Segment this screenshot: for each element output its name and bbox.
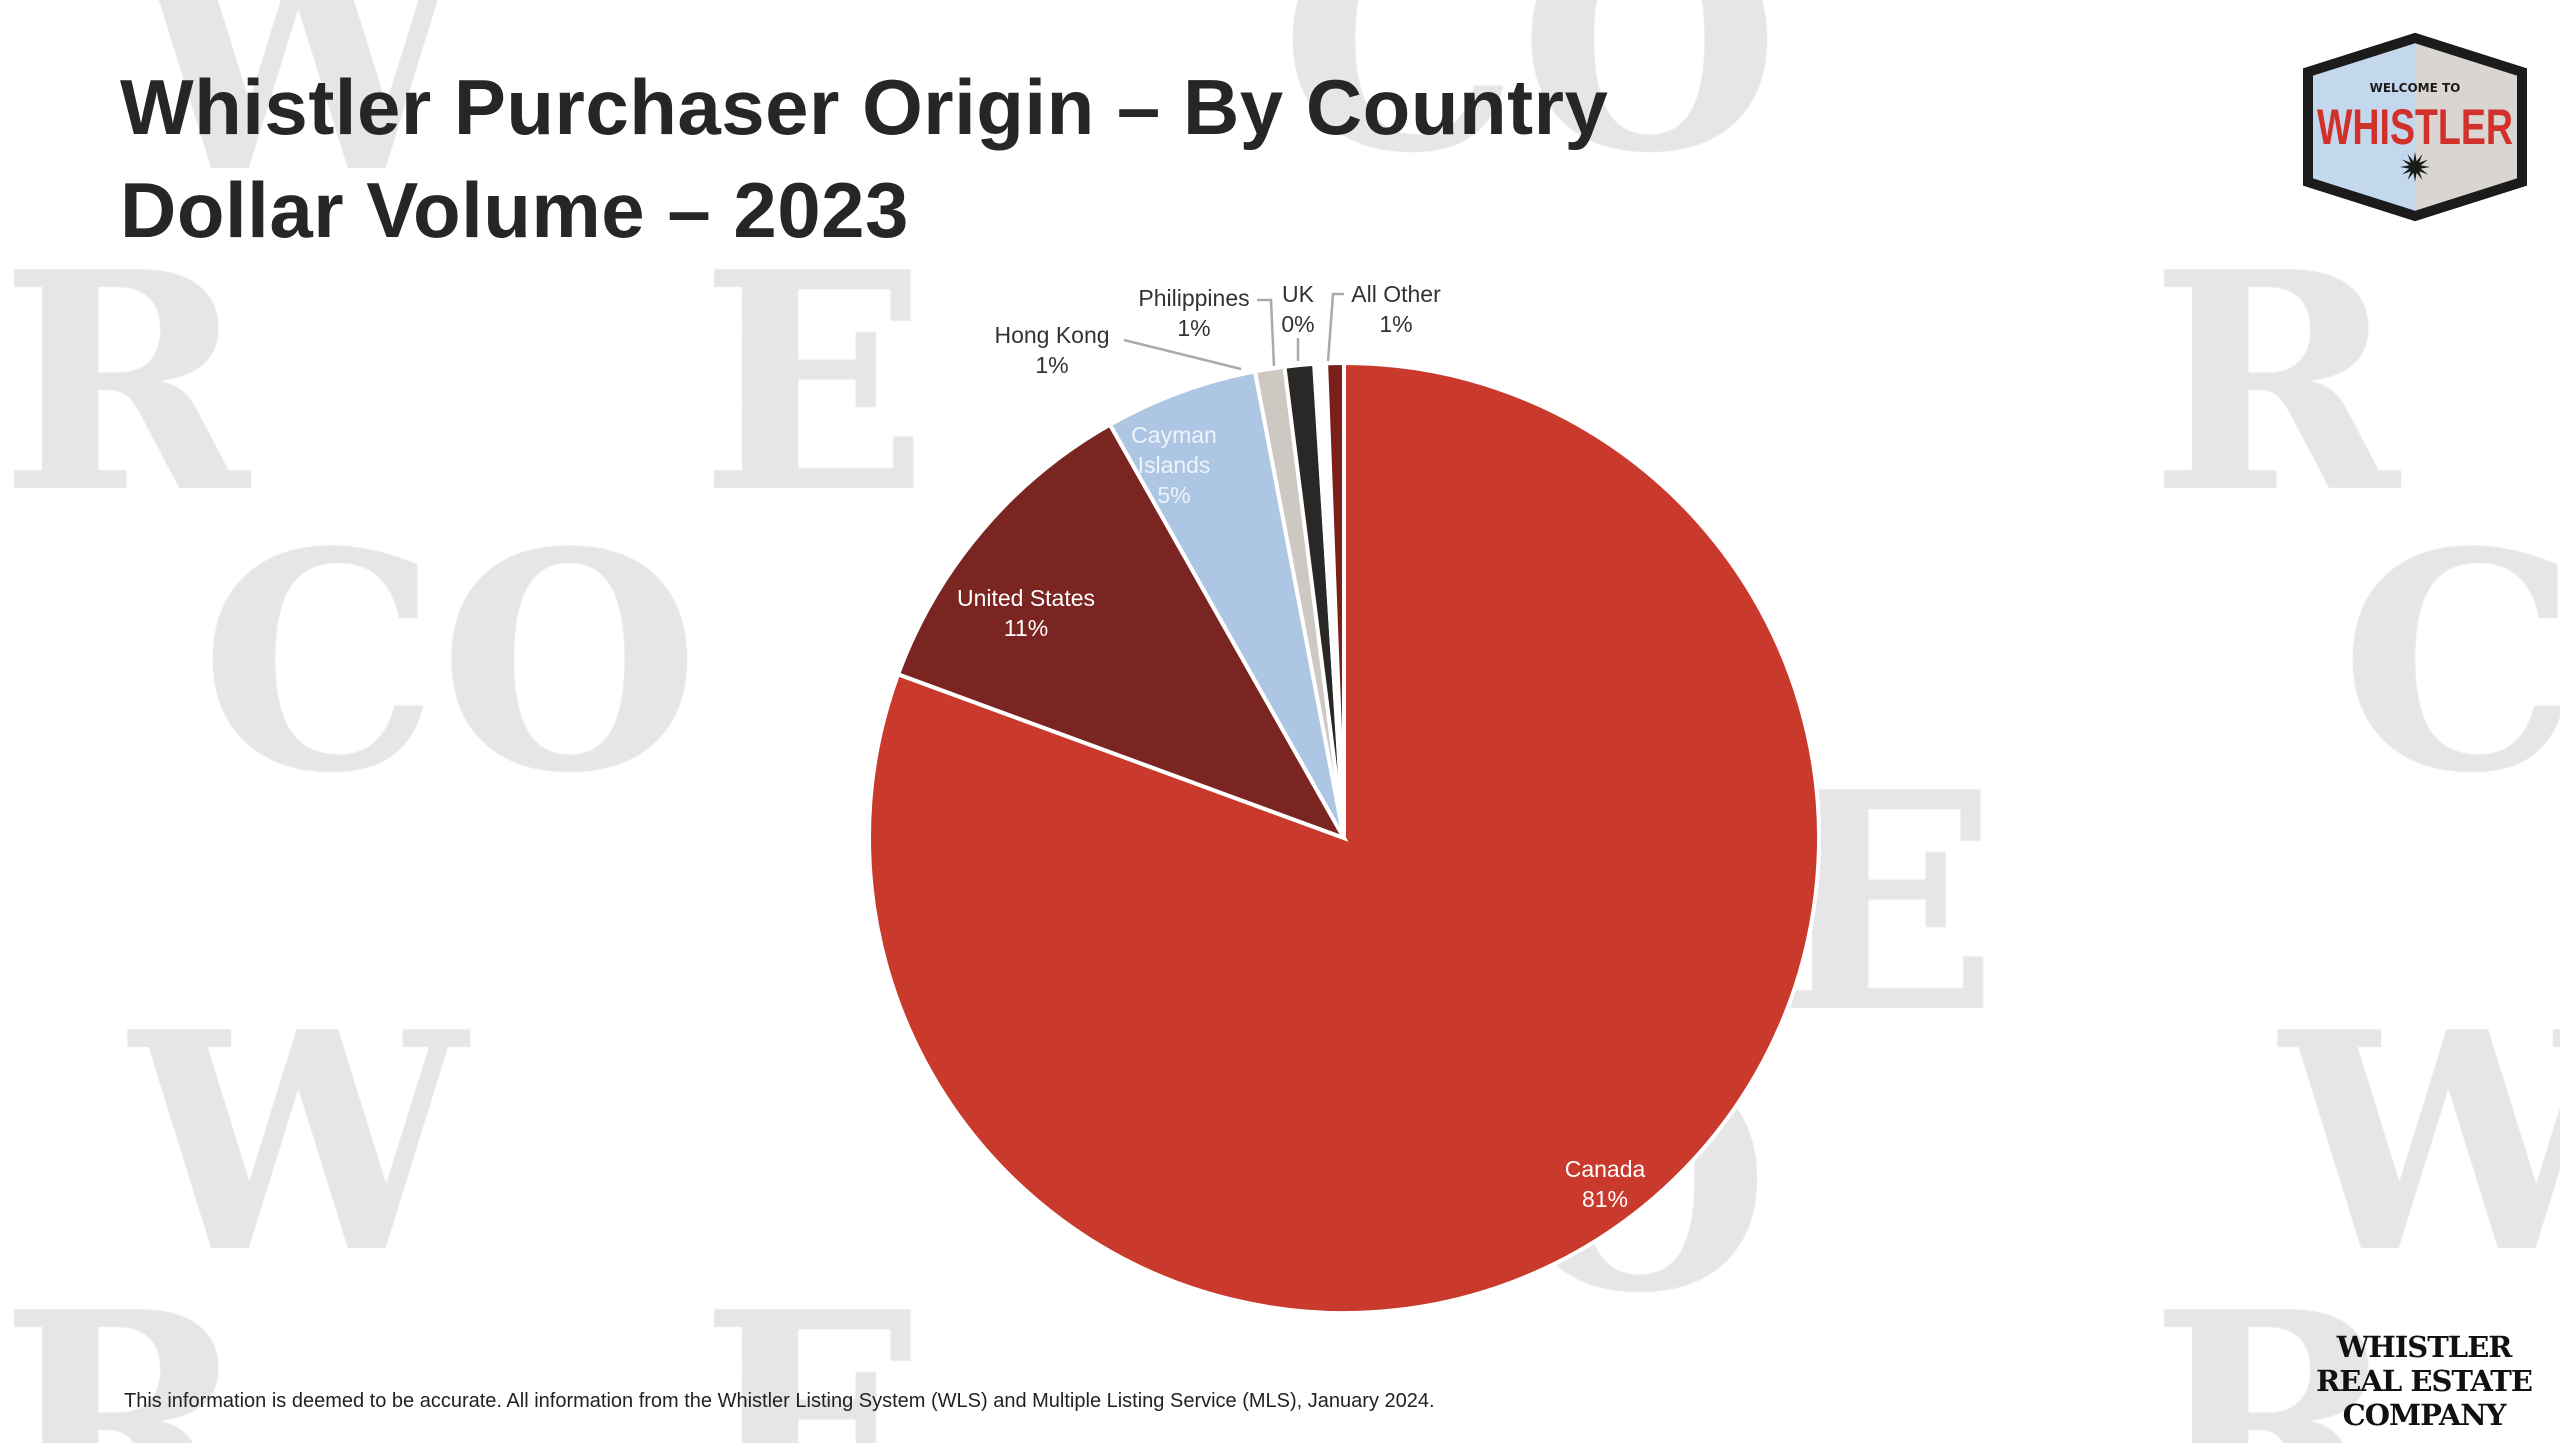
data-label-hong-kong: Hong Kong 1% <box>994 322 1110 378</box>
company-logo-line: WHISTLER <box>2336 1330 2513 1364</box>
leader-line-philippines <box>1257 298 1276 367</box>
pie-slice-all-other <box>1324 360 1346 839</box>
leader-line-hong-kong <box>1123 338 1242 371</box>
data-label-uk: UK 0% <box>1281 281 1315 337</box>
pie-slice-united-states <box>895 421 1349 842</box>
badge-big-text: WHISTLER <box>2317 99 2513 155</box>
title-line-2: Dollar Volume – 2023 <box>120 166 909 254</box>
pie-slice-canada <box>867 360 1821 1315</box>
data-label-cayman-islands: Cayman Islands 5% <box>1131 422 1217 508</box>
leader-line-all-other <box>1326 292 1344 362</box>
star-icon <box>2400 152 2430 182</box>
data-label-united-states: United States 11% <box>956 585 1096 641</box>
badge-small-text: WELCOME TO <box>2370 81 2461 95</box>
company-logo-line: COMPANY <box>2342 1398 2507 1432</box>
welcome-to-whistler-badge-logo: WELCOME TO WHISTLER <box>2303 32 2527 222</box>
company-logo-line: REAL ESTATE <box>2316 1364 2533 1398</box>
footnote: This information is deemed to be accurat… <box>124 1390 1435 1412</box>
title-line-1: Whistler Purchaser Origin – By Country <box>120 63 1609 151</box>
whistler-real-estate-company-logo: WHISTLER REAL ESTATE COMPANY <box>2316 1330 2533 1432</box>
pie-slice-cayman-islands <box>1107 369 1346 839</box>
data-label-all-other: All Other 1% <box>1351 281 1441 337</box>
data-label-canada: Canada 81% <box>1564 1156 1646 1212</box>
data-label-philippines: Philippines 1% <box>1138 285 1250 341</box>
